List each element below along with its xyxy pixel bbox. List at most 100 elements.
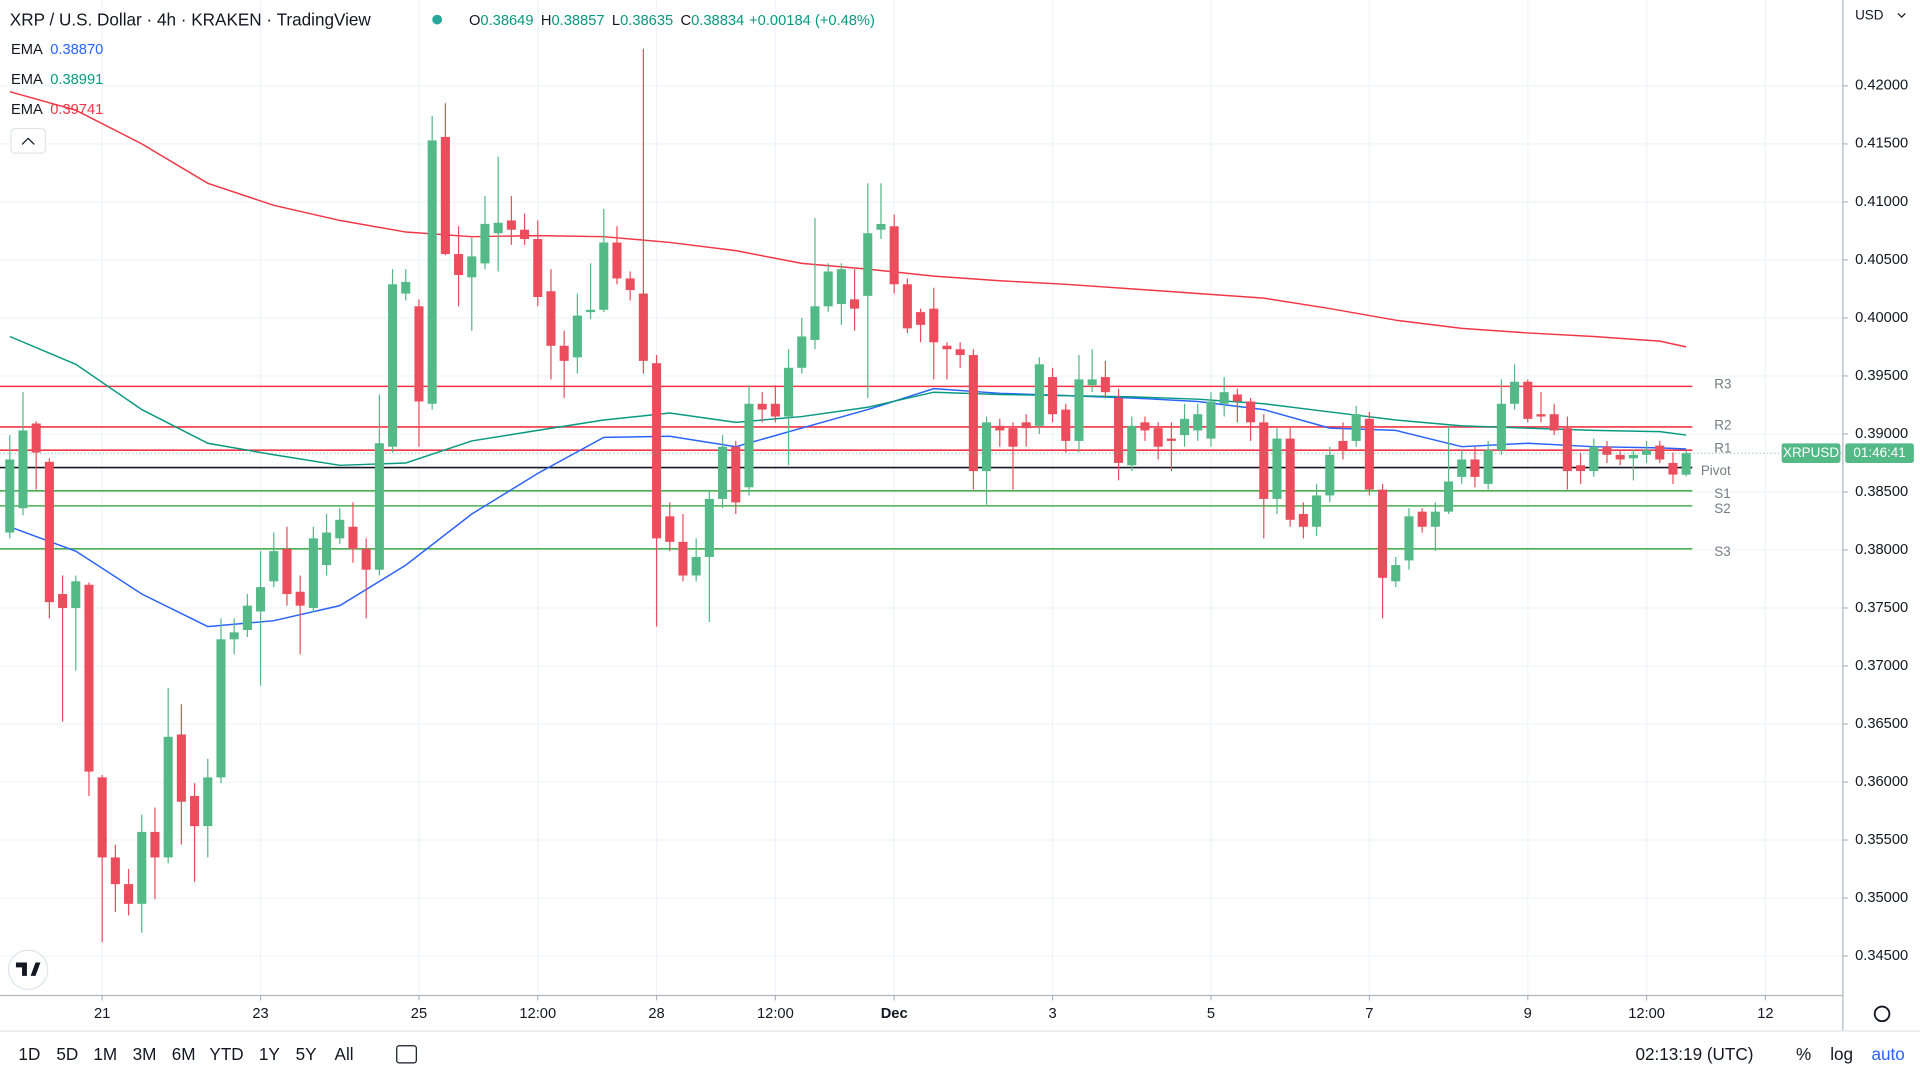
- ohlc-value: 0.38857: [551, 13, 604, 29]
- collapse-button[interactable]: [10, 127, 46, 154]
- candle-body: [1496, 403, 1506, 451]
- candle-body: [1285, 438, 1295, 520]
- toolbar: 1D 5D 1M 3M 6M YTD 1Y 5Y All 02:13:19 (UTC)% log au…: [18, 1044, 1904, 1064]
- pivot-label: S3: [1714, 544, 1730, 559]
- candle-body: [1259, 422, 1269, 499]
- candle-body: [1430, 511, 1440, 527]
- candle-body: [454, 254, 464, 275]
- candle-body: [1008, 428, 1018, 447]
- candle-body: [1576, 465, 1586, 472]
- candle-body: [440, 136, 450, 255]
- candle-body: [1655, 445, 1665, 460]
- calendar-icon[interactable]: [396, 1045, 417, 1064]
- candle-body: [1378, 489, 1388, 578]
- candle-body: [850, 299, 860, 309]
- candle-body: [216, 639, 226, 778]
- candle-body: [1166, 438, 1176, 441]
- settings-icon[interactable]: [1873, 1005, 1891, 1023]
- range-button[interactable]: 6M: [172, 1044, 196, 1064]
- candle-body: [586, 309, 596, 313]
- ohlc-value: 0.38635: [620, 13, 673, 29]
- ohlc-key: H: [541, 13, 552, 29]
- ema-line: [9, 335, 1687, 467]
- candle-body: [612, 242, 622, 279]
- axis-option[interactable]: auto: [1871, 1044, 1904, 1064]
- candle-body: [678, 541, 688, 576]
- pivot-label: R2: [1714, 417, 1731, 432]
- candle-body: [124, 884, 134, 904]
- candle-body: [784, 367, 794, 417]
- x-tick-label: 25: [411, 1006, 427, 1022]
- axis-option[interactable]: %: [1796, 1044, 1811, 1064]
- ema-line: [9, 91, 1687, 348]
- candle-body: [256, 587, 266, 612]
- candle-body: [97, 777, 107, 858]
- candle-body: [599, 242, 609, 310]
- candle-body: [5, 459, 15, 533]
- candle-body: [718, 446, 728, 499]
- candle-body: [1153, 428, 1163, 447]
- candle-body: [902, 284, 912, 329]
- range-button[interactable]: 3M: [133, 1044, 157, 1064]
- candle-body: [506, 220, 516, 230]
- candle-body: [427, 140, 437, 404]
- candle-body: [190, 795, 200, 827]
- candle-body: [58, 594, 68, 608]
- range-button[interactable]: 1D: [18, 1044, 40, 1064]
- candle-body: [995, 425, 1005, 431]
- x-tick-label: 5: [1207, 1006, 1215, 1022]
- candle-body: [335, 519, 345, 539]
- y-tick-label: 0.37500: [1855, 600, 1908, 616]
- range-button[interactable]: 5D: [56, 1044, 78, 1064]
- candle-body: [665, 516, 675, 542]
- candle-body: [1298, 513, 1308, 527]
- candle-body: [1523, 381, 1533, 419]
- pivot-label: R3: [1714, 377, 1731, 392]
- legend: EMA 0.38870 EMA 0.38991 EMA 0.39741: [11, 42, 103, 118]
- candle-body: [1246, 401, 1256, 423]
- y-tick-label: 0.34500: [1855, 948, 1908, 964]
- candle-body: [1351, 414, 1361, 441]
- candle-body: [467, 256, 477, 278]
- range-button[interactable]: YTD: [209, 1044, 243, 1064]
- range-button[interactable]: 5Y: [296, 1044, 318, 1064]
- ohlc-change: +0.00184 (+0.48%): [749, 13, 875, 29]
- candle-body: [1140, 422, 1150, 431]
- x-tick-label: 28: [648, 1006, 664, 1022]
- pivot-label: S2: [1714, 501, 1730, 516]
- y-tick-label: 0.37000: [1855, 658, 1908, 674]
- candle-body: [282, 548, 292, 595]
- candle-body: [1417, 511, 1427, 527]
- candle-body: [374, 443, 384, 570]
- ema-line: [9, 387, 1687, 628]
- candle-body: [1219, 392, 1229, 404]
- x-tick-label: 12: [1757, 1006, 1773, 1022]
- logo[interactable]: [7, 949, 49, 990]
- x-tick-label: 7: [1365, 1006, 1373, 1022]
- range-button[interactable]: 1Y: [259, 1044, 281, 1064]
- range-button[interactable]: 1M: [93, 1044, 117, 1064]
- y-tick-label: 0.35500: [1855, 832, 1908, 848]
- candle-body: [18, 430, 28, 509]
- candle-body: [110, 857, 120, 885]
- x-tick-label: 9: [1524, 1006, 1532, 1022]
- candle-body: [242, 605, 252, 631]
- axis-option[interactable]: log: [1830, 1044, 1853, 1064]
- pivot-label: R1: [1714, 441, 1731, 456]
- candle-body: [348, 526, 358, 549]
- ohlc-value: 0.38834: [691, 13, 744, 29]
- candle-body: [916, 312, 926, 325]
- candle-body: [137, 831, 147, 904]
- currency[interactable]: USD: [1855, 7, 1884, 22]
- candle-body: [572, 315, 582, 358]
- range-button[interactable]: All: [335, 1044, 354, 1064]
- clock: 02:13:19 (UTC): [1635, 1044, 1753, 1064]
- x-tick-label: 12:00: [757, 1006, 794, 1022]
- currency-caret: [1897, 13, 1906, 19]
- candle-body: [652, 363, 662, 539]
- candle-body: [1589, 446, 1599, 472]
- candle-body: [533, 239, 543, 298]
